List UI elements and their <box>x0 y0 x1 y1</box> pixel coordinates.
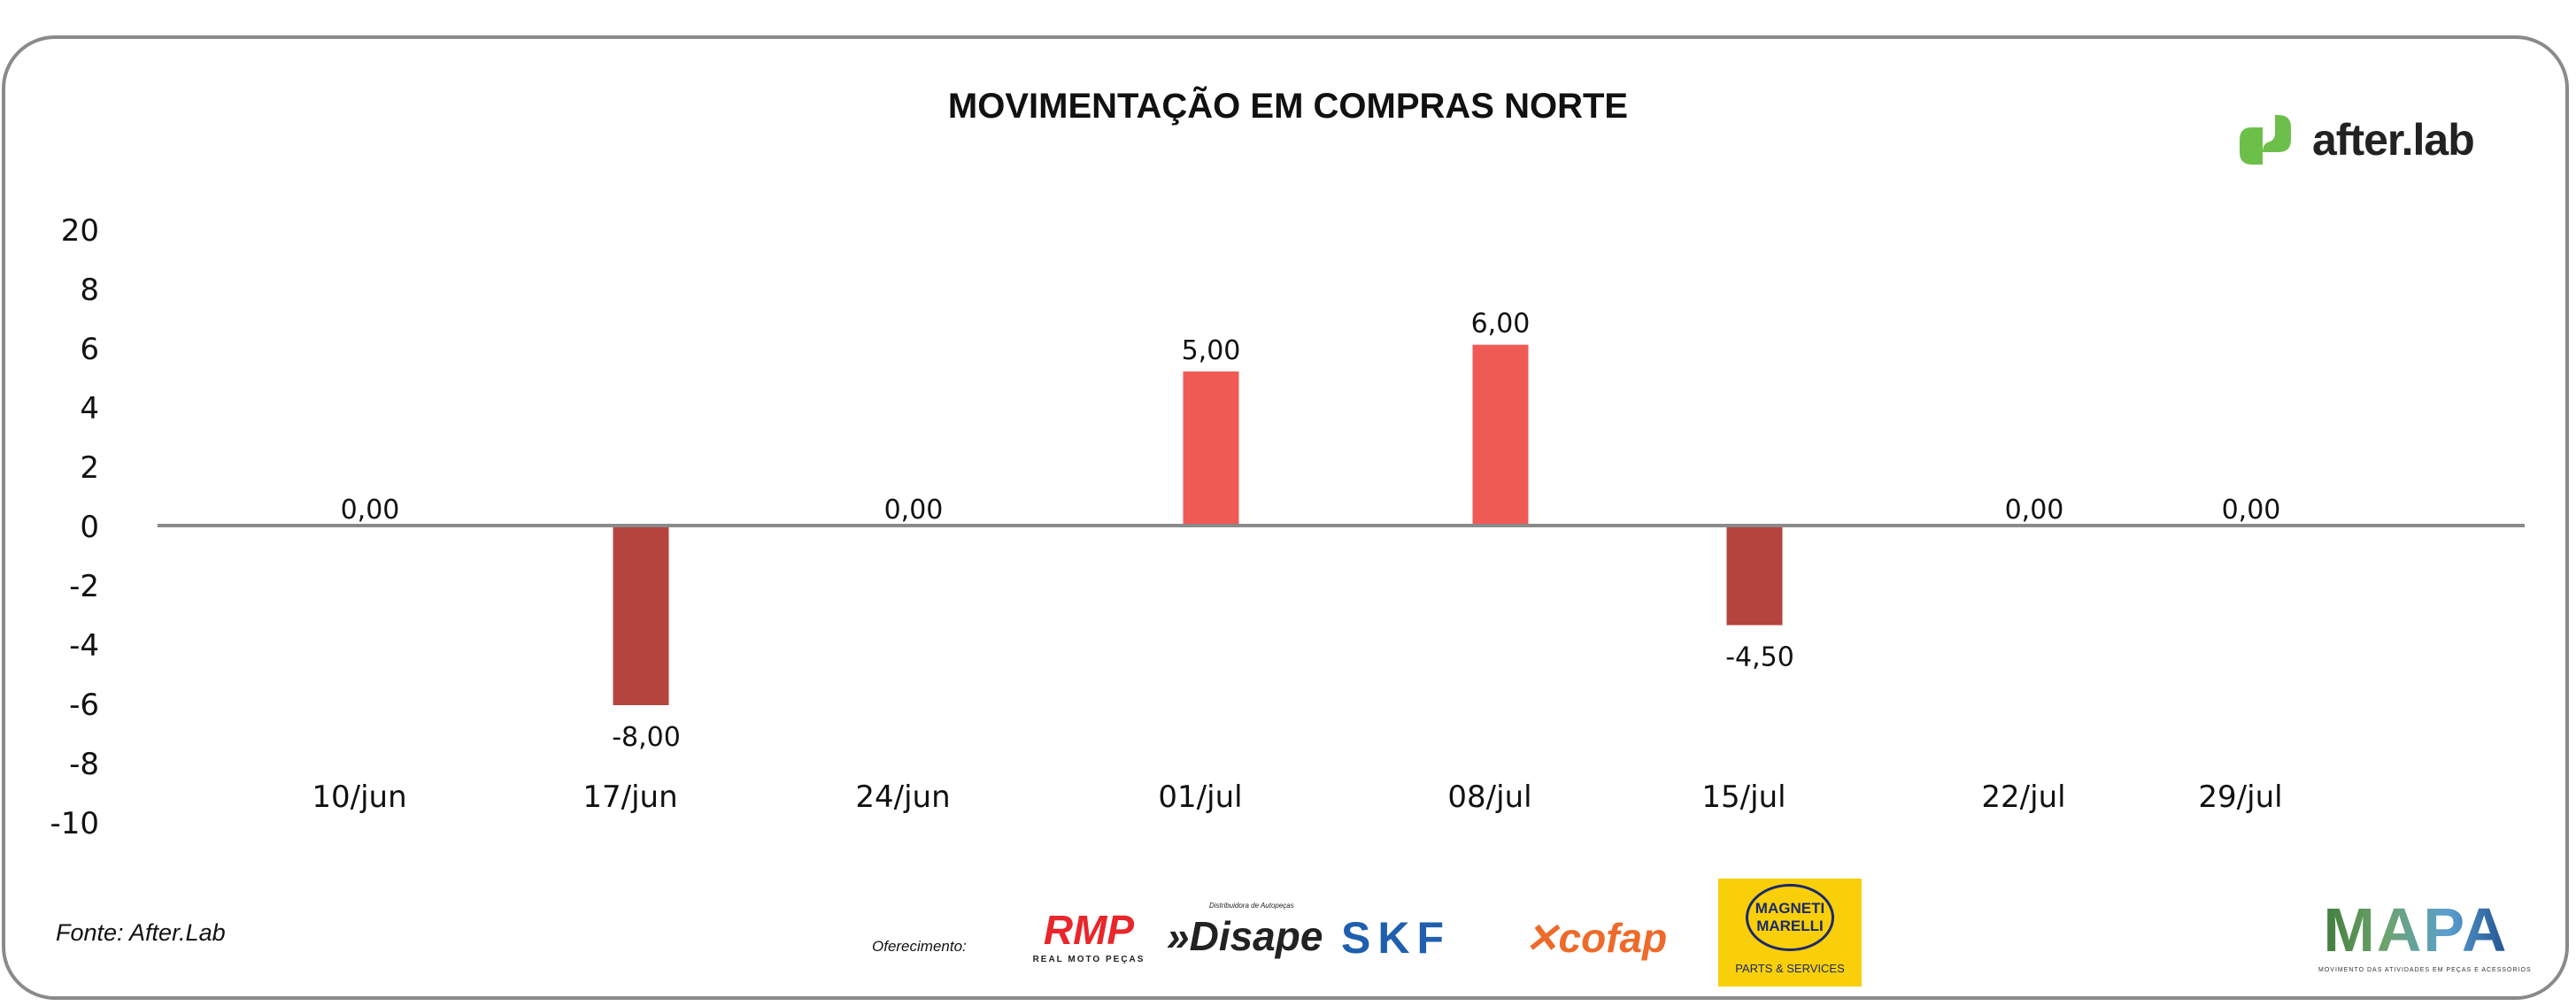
y-tick-label: 2 <box>80 450 99 486</box>
chart-title-text: MOVIMENTAÇÃO EM COMPRAS NORTE <box>947 87 1629 126</box>
data-label: 6,00 <box>1471 309 1531 340</box>
y-tick-label: 20 <box>61 213 99 249</box>
x-tick-label: 24/jun <box>855 779 950 815</box>
y-tick-label: 4 <box>80 391 99 426</box>
x-tick-label: 01/jul <box>1158 779 1242 815</box>
y-tick-label: -10 <box>50 806 99 841</box>
data-label: 0,00 <box>341 495 400 526</box>
y-tick-label: -2 <box>69 569 99 604</box>
bar-08/jul <box>1472 344 1529 526</box>
magneti-marelli-name: MAGNETI MARELLI <box>1746 884 1834 951</box>
x-tick-label: 15/jul <box>1701 779 1785 815</box>
x-tick-label: 17/jun <box>582 779 677 815</box>
mapa-logo: MAPA MOVIMENTO DAS ATIVIDADES EM PEÇAS E … <box>2318 894 2532 975</box>
sponsors-label: Oferecimento: <box>872 938 967 955</box>
sponsor-logo-magneti-marelli: MAGNETI MARELLI PARTS & SERVICES <box>1718 879 1862 987</box>
magneti-marelli-tagline: PARTS & SERVICES <box>1735 962 1845 975</box>
y-tick-label: -4 <box>69 628 99 664</box>
y-tick-label: 8 <box>80 273 99 308</box>
mapa-name: MAPA <box>2318 894 2513 966</box>
x-tick-label: 08/jul <box>1447 779 1531 815</box>
data-label: 5,00 <box>1182 335 1241 366</box>
rmp-name: RMP <box>1043 907 1135 953</box>
mapa-tagline: MOVIMENTO DAS ATIVIDADES EM PEÇAS E ACES… <box>2318 967 2532 973</box>
data-label: 0,00 <box>884 495 944 526</box>
after-lab-logo-text: after.lab <box>2312 115 2475 165</box>
chart-frame <box>2 35 2569 1000</box>
disape-tagline: Distribuidora de Autopeças <box>1209 902 1294 910</box>
cofap-name: cofap <box>1558 915 1668 961</box>
source-note: Fonte: After.Lab <box>56 919 226 946</box>
bar-01/jul <box>1183 371 1239 526</box>
sponsor-logo-disape: Distribuidora de Autopeças »Disape <box>1167 901 1323 961</box>
y-tick-label: -6 <box>69 687 99 723</box>
data-labels: 0,00 -8,00 0,00 5,00 6,00 -4,50 0,00 0,00 <box>341 309 2281 753</box>
after-lab-logo: after.lab <box>2240 113 2475 166</box>
bar-15/jul <box>1726 527 1783 626</box>
data-label: -4,50 <box>1725 642 1794 673</box>
after-lab-logo-icon <box>2240 115 2291 165</box>
sponsor-logo-cofap: ✕cofap <box>1524 913 1667 963</box>
rmp-tagline: REAL MOTO PEÇAS <box>1032 955 1145 964</box>
x-tick-label: 29/jul <box>2198 779 2282 815</box>
data-label: 0,00 <box>2222 495 2281 526</box>
y-tick-label: -8 <box>69 747 99 782</box>
chart-title: MOVIMENTAÇÃO EM COMPRAS NORTE <box>0 87 2576 127</box>
sponsor-logo-skf: SKF <box>1341 913 1451 963</box>
x-tick-label: 22/jul <box>1981 779 2065 815</box>
y-tick-label: 0 <box>80 510 99 545</box>
x-tick-label: 10/jun <box>312 779 406 815</box>
data-label: 0,00 <box>2005 495 2064 526</box>
cofap-mark-icon: ✕ <box>1524 915 1559 961</box>
x-axis: 10/jun 17/jun 24/jun 01/jul 08/jul 15/jul 22/j… <box>312 779 2282 815</box>
sponsor-logo-rmp: RMP REAL MOTO PEÇAS <box>1031 906 1146 966</box>
y-tick-label: 6 <box>80 332 99 367</box>
bar-17/jun <box>613 527 669 705</box>
disape-name: Disape <box>1189 913 1323 959</box>
bars <box>613 344 1783 705</box>
data-label: -8,00 <box>612 722 681 753</box>
disape-chevron-icon: » <box>1167 913 1190 959</box>
